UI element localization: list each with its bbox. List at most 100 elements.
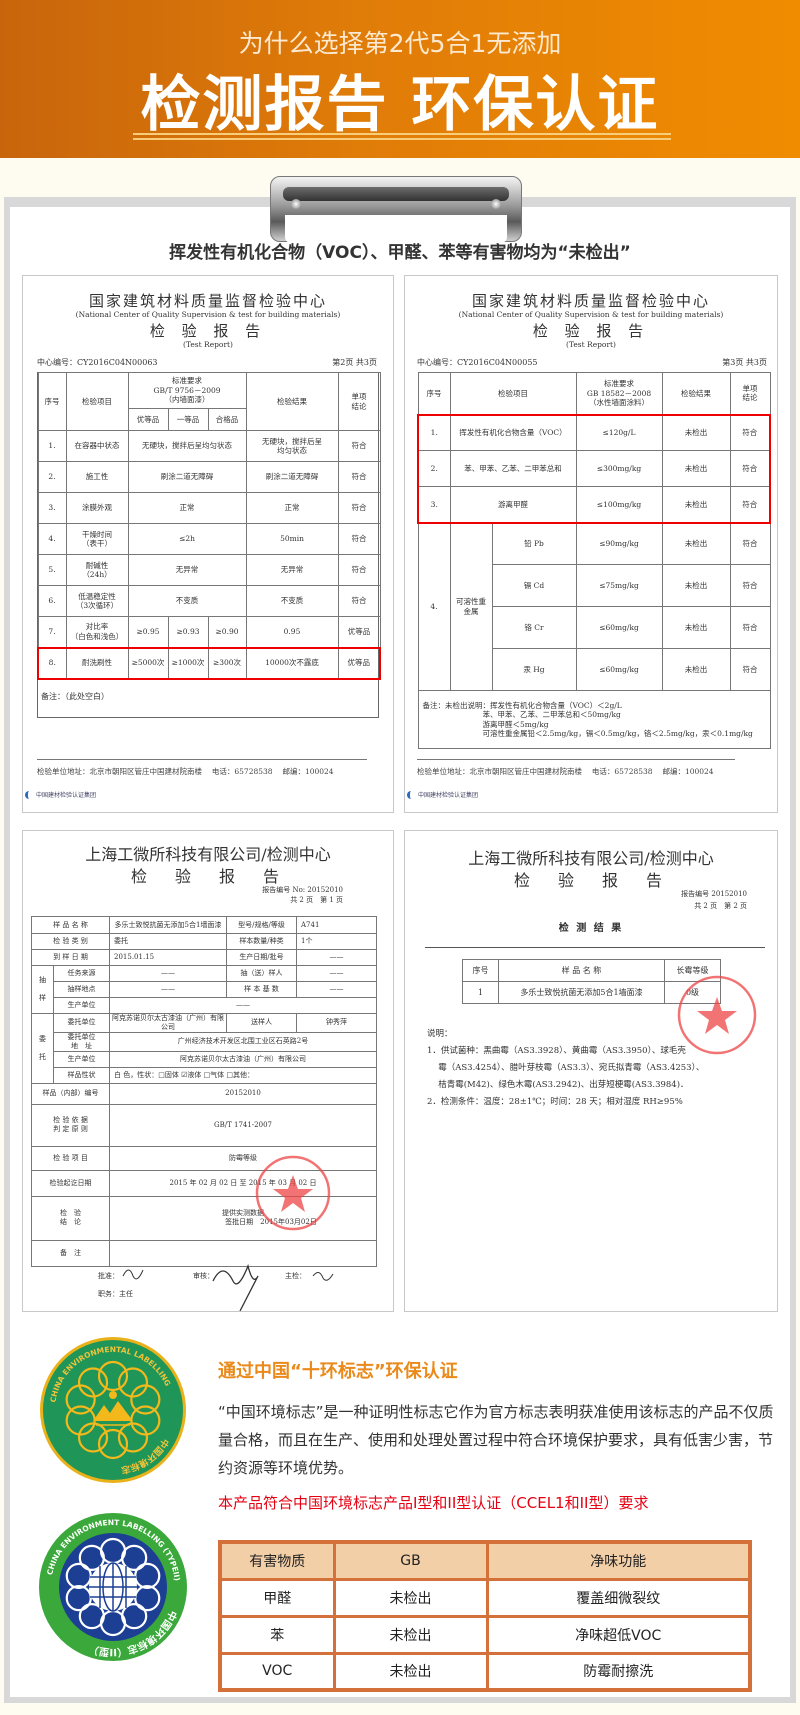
logo-ring: [78, 1544, 105, 1571]
divider: [133, 133, 671, 135]
table-cell: 生产日期/批号: [226, 949, 297, 966]
table-header-row: 有害物质 GB 净味功能: [218, 1540, 752, 1581]
notes: 1．供试菌种：黑曲霉（AS3.3928）、黄曲霉（AS3.3950）、球毛壳 霉…: [427, 1043, 704, 1111]
table-row: 样 品 名 称多乐士致悦抗菌无添加5合1墙面漆 型号/规格/等级 A741: [31, 916, 377, 934]
table-cell: 检 验 依 据 判 定 原 则: [31, 1103, 110, 1147]
report-number: 报告编号 No: 20152010: [262, 886, 343, 894]
table-cell: 优等品: [127, 408, 169, 431]
harmful-substance-table: 有害物质 GB 净味功能 甲醛 未检出 覆盖细微裂纹 苯 未检出 净味超低VOC…: [218, 1540, 752, 1692]
header-title: 检测报告 环保认证: [140, 70, 660, 140]
table-row: 1 多乐士致悦抗菌无添加5合1墙面漆 0级: [462, 981, 721, 1004]
table-cell: 无硬块，搅拌后呈均匀状态: [127, 430, 247, 462]
page-number: 第3页 共3页: [722, 358, 767, 367]
table-cell: ≤60mg/kg: [575, 606, 663, 649]
table-row: 检 验 依 据 判 定 原 则 GB/T 1741-2007: [31, 1103, 377, 1147]
table-cell: ——: [296, 965, 377, 982]
official-stamp: [677, 975, 757, 1055]
table-cell: 优等品: [337, 616, 381, 648]
table-cell: 苯、甲苯、乙苯、二甲苯总和: [449, 450, 577, 487]
signatures: [122, 1263, 334, 1311]
table-cell: 符合: [337, 430, 381, 462]
table-row: 备注：未检出说明：挥发性有机化合物含量（VOC）＜2g/L 苯、甲苯、乙苯、二甲…: [417, 690, 771, 749]
table-cell: ——: [109, 997, 377, 1014]
table-cell: 符合: [729, 486, 771, 524]
table-cell: 广州经济技术开发区北围工业区石英路2号: [109, 1031, 377, 1052]
report-table: 序号 检验项目 标准要求 GB/T 9756－2009 （内墙面漆） 检验结果 单项 结…: [37, 372, 382, 680]
table-cell: 10000次不露底: [245, 646, 339, 680]
table-cell: 委托单位: [53, 1013, 110, 1033]
table-cell: A741: [296, 916, 377, 934]
center-number: 中心编号：CY2016C04N00063: [37, 358, 158, 367]
table-cell: 检验起讫日期: [31, 1169, 110, 1197]
table-cell: 多乐士致悦抗菌无添加5合1墙面漆: [109, 916, 227, 934]
table-cell: 未检出: [661, 413, 731, 451]
table-cell: 备注：未检出说明：挥发性有机化合物含量（VOC）＜2g/L 苯、甲苯、乙苯、二甲…: [417, 690, 771, 749]
test-report-3: 上海工微所科技有限公司/检测中心 检 验 报 告 报告编号 No: 201520…: [22, 830, 394, 1312]
table-cell: 汞 Hg: [491, 648, 577, 691]
china-environmental-labelling-logo: 中国环境标志 CHINA ENVIRONMENTAL LABELLING: [40, 1337, 186, 1483]
report-footer: 检验单位地址：北京市朝阳区管庄中国建材院南楼 电话：65728538 邮编：10…: [417, 767, 714, 776]
note-line: 桔青霉(M42)、绿色木霉(AS3.2942)、出芽短梗霉(AS3.3984)．: [427, 1080, 689, 1090]
table-cell: 正常: [245, 492, 339, 524]
test-report-1: 国家建筑材料质量监督检验中心 (National Center of Quali…: [22, 275, 394, 813]
table-row: 抽样地点 —— 样 本 基 数 ——: [32, 981, 377, 998]
table-cell: 施工性: [65, 461, 129, 493]
table-cell: 优等品: [337, 646, 382, 680]
table-cell: 送样人: [226, 1013, 297, 1033]
table-cell: ≥1000次: [167, 646, 209, 680]
table-cell: ——: [109, 981, 227, 998]
table-cell: 委托: [109, 933, 227, 950]
table-cell: 符合: [337, 585, 381, 617]
table-cell: 甲醛: [218, 1577, 336, 1618]
test-report-2: 国家建筑材料质量监督检验中心 (National Center of Quali…: [404, 275, 778, 813]
cert-title: 通过中国“十环标志”环保认证: [218, 1361, 458, 1382]
table-cell: 样 本 基 数: [226, 981, 297, 998]
table-cell: 未检出: [661, 486, 731, 524]
logo-ring: [97, 1360, 129, 1392]
table-cell: 抽 样: [31, 965, 54, 1014]
table-cell: 白 色，性状：□固体 ☑液体 □气体 □其他：: [109, 1066, 377, 1084]
review-label: 审核：: [193, 1272, 214, 1280]
report-org-en: (National Center of Quality Supervision …: [458, 310, 724, 319]
table-row: 委托单位 地 址广州经济技术开发区北围工业区石英路2号: [32, 1031, 377, 1052]
table-cell: ≥0.95: [127, 616, 169, 648]
report-number: 报告编号 20152010: [681, 890, 747, 898]
table-cell: 2.: [417, 450, 451, 487]
table-cell: 20152010: [109, 1082, 377, 1105]
table-row: 5. 耐碱性 （24h） 无异常 无异常 符合: [37, 554, 381, 586]
table-cell: 4.: [417, 522, 451, 691]
table-cell: ≤75mg/kg: [575, 564, 663, 607]
logo-ring: [65, 1384, 96, 1415]
table-cell: 检 验 结 论: [31, 1195, 110, 1241]
table-cell: 不变质: [127, 585, 247, 617]
table-cell: 未检出: [661, 522, 731, 565]
page-number: 第2页 共3页: [332, 358, 377, 367]
table-cell: ≥5000次: [127, 646, 169, 680]
logo-ring: [78, 1603, 105, 1630]
logo-ring: [77, 1422, 109, 1453]
page-number: 共 2 页 第 1 页: [290, 896, 343, 904]
table-cell: 无异常: [245, 554, 339, 586]
table-cell: 序号: [37, 372, 67, 431]
table-cell: 生产单位: [53, 997, 110, 1014]
page-number: 共 2 页 第 2 页: [694, 902, 747, 910]
approve-label: 批准：: [98, 1272, 119, 1280]
table-cell: 样 品 名 称: [31, 916, 110, 934]
table-cell: 符合: [729, 564, 771, 607]
report-title-en: (Test Report): [566, 340, 616, 349]
table-cell: 符合: [729, 606, 771, 649]
table-cell: 一等品: [167, 408, 209, 431]
table-row: 抽 样任务来源 —— 抽（送）样人 ——: [31, 965, 377, 1014]
report-title-en: (Test Report): [183, 340, 233, 349]
table-cell: 1.: [417, 413, 451, 451]
report-remark: 备注：（此处空白）: [41, 692, 109, 701]
table-cell: 符合: [729, 648, 771, 691]
cert-description: “中国环境标志”是一种证明性标志它作为官方标志表明获准使用该标志的产品不仅质量合…: [218, 1403, 774, 1477]
table-cell: 刷涂二道无障碍: [127, 461, 247, 493]
table-row: 生产单位 ——: [32, 997, 377, 1014]
report-footer: 检验单位地址：北京市朝阳区管庄中国建材院南楼 电话：65728538 邮编：10…: [37, 767, 334, 776]
report-title: 检 验 报 告: [513, 871, 668, 890]
report-title: 检 验 报 告: [532, 322, 650, 340]
table-cell: 未检出: [661, 606, 731, 649]
table-cell: 不变质: [245, 585, 339, 617]
